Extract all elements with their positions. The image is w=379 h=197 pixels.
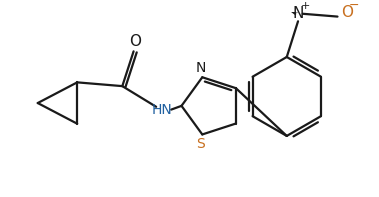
Text: S: S (196, 137, 205, 151)
Text: +: + (301, 1, 310, 11)
Text: N: N (292, 6, 304, 21)
Text: HN: HN (151, 103, 172, 117)
Text: −: − (349, 0, 360, 12)
Text: O: O (130, 34, 141, 49)
Text: O: O (341, 5, 353, 20)
Text: N: N (195, 61, 205, 75)
